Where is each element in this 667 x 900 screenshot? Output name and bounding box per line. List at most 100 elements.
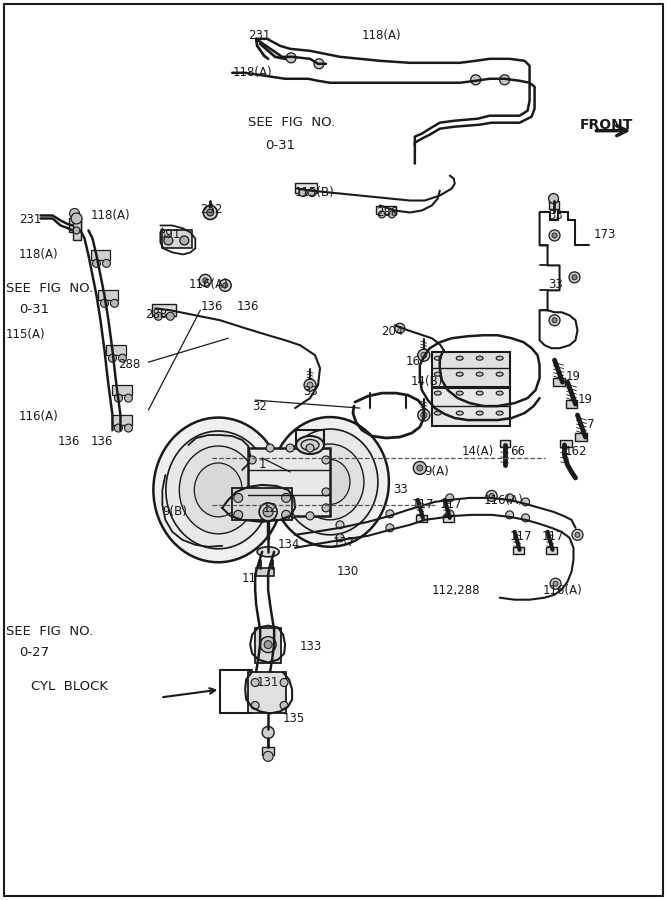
Circle shape	[73, 227, 80, 234]
Ellipse shape	[496, 356, 503, 360]
Text: 137: 137	[333, 536, 356, 549]
Circle shape	[569, 272, 580, 283]
Circle shape	[119, 355, 127, 362]
Text: 33: 33	[393, 483, 408, 496]
Text: 0-27: 0-27	[19, 645, 49, 659]
Circle shape	[263, 507, 273, 517]
Text: 252: 252	[200, 202, 223, 215]
Bar	[162, 230, 192, 248]
Ellipse shape	[496, 392, 503, 395]
Circle shape	[378, 211, 386, 218]
Ellipse shape	[434, 373, 442, 376]
Bar	[255, 627, 281, 662]
Circle shape	[93, 259, 101, 267]
Ellipse shape	[496, 373, 503, 376]
Bar	[232, 488, 292, 520]
Ellipse shape	[296, 436, 324, 454]
Text: 136: 136	[57, 435, 80, 448]
Circle shape	[286, 444, 294, 452]
Circle shape	[506, 494, 514, 502]
Circle shape	[154, 312, 162, 320]
Circle shape	[203, 205, 217, 220]
Text: 133: 133	[300, 640, 322, 652]
Ellipse shape	[456, 356, 463, 360]
Circle shape	[446, 510, 454, 518]
Text: 231: 231	[248, 29, 271, 42]
Circle shape	[549, 230, 560, 241]
Ellipse shape	[456, 392, 463, 395]
Bar	[513, 547, 524, 553]
Bar	[432, 352, 510, 387]
Circle shape	[553, 581, 558, 586]
Text: 136: 136	[200, 301, 223, 313]
Ellipse shape	[194, 463, 242, 517]
Bar	[546, 547, 556, 553]
Bar	[262, 747, 274, 755]
Circle shape	[506, 511, 514, 519]
Bar	[566, 400, 578, 408]
Circle shape	[417, 465, 423, 471]
Text: 33: 33	[548, 209, 564, 221]
Text: 288: 288	[145, 309, 167, 321]
Circle shape	[260, 636, 276, 652]
Ellipse shape	[282, 429, 378, 535]
Circle shape	[308, 188, 316, 196]
Circle shape	[306, 444, 314, 452]
Ellipse shape	[310, 460, 350, 504]
Bar	[376, 205, 396, 214]
Circle shape	[322, 488, 330, 496]
Ellipse shape	[434, 411, 442, 415]
Circle shape	[101, 300, 109, 307]
Text: 117: 117	[440, 498, 462, 511]
Circle shape	[388, 211, 396, 218]
Text: 117: 117	[412, 498, 434, 511]
Circle shape	[264, 641, 272, 649]
Bar	[107, 346, 127, 356]
Circle shape	[550, 578, 561, 590]
Text: 116(A): 116(A)	[484, 494, 524, 507]
Circle shape	[266, 512, 274, 520]
Circle shape	[71, 213, 82, 224]
Ellipse shape	[301, 439, 319, 451]
Bar	[552, 378, 564, 386]
Circle shape	[395, 323, 405, 333]
Bar	[69, 219, 81, 232]
Circle shape	[552, 318, 557, 323]
Circle shape	[199, 274, 211, 286]
Bar	[443, 515, 454, 522]
Circle shape	[386, 510, 394, 518]
Circle shape	[549, 315, 560, 326]
Text: SEE  FIG  NO.: SEE FIG NO.	[6, 283, 93, 295]
Text: 391: 391	[158, 229, 181, 241]
Text: 14(B): 14(B)	[411, 375, 443, 388]
Ellipse shape	[456, 373, 463, 376]
Circle shape	[180, 236, 189, 245]
Text: SEE  FIG  NO.: SEE FIG NO.	[248, 116, 336, 129]
Text: 0-31: 0-31	[19, 303, 49, 316]
Circle shape	[471, 75, 481, 85]
Circle shape	[259, 503, 277, 521]
Bar	[560, 440, 572, 447]
Circle shape	[263, 752, 273, 761]
Bar	[500, 440, 510, 447]
Bar	[248, 671, 286, 714]
Ellipse shape	[456, 411, 463, 415]
Ellipse shape	[476, 411, 483, 415]
Bar	[113, 385, 133, 395]
Circle shape	[304, 379, 316, 392]
Text: 288: 288	[376, 205, 398, 219]
Text: 33: 33	[303, 385, 317, 398]
Text: 7: 7	[588, 418, 595, 431]
Circle shape	[103, 259, 111, 267]
Text: 131: 131	[257, 676, 279, 688]
Circle shape	[281, 493, 291, 502]
Ellipse shape	[496, 411, 503, 415]
Circle shape	[322, 456, 330, 464]
Text: 66: 66	[510, 445, 525, 458]
Text: 14(A): 14(A)	[462, 445, 494, 458]
Circle shape	[286, 512, 294, 520]
Circle shape	[280, 679, 288, 687]
Text: FRONT: FRONT	[580, 118, 633, 131]
Text: 19: 19	[566, 370, 580, 383]
Circle shape	[248, 488, 256, 496]
